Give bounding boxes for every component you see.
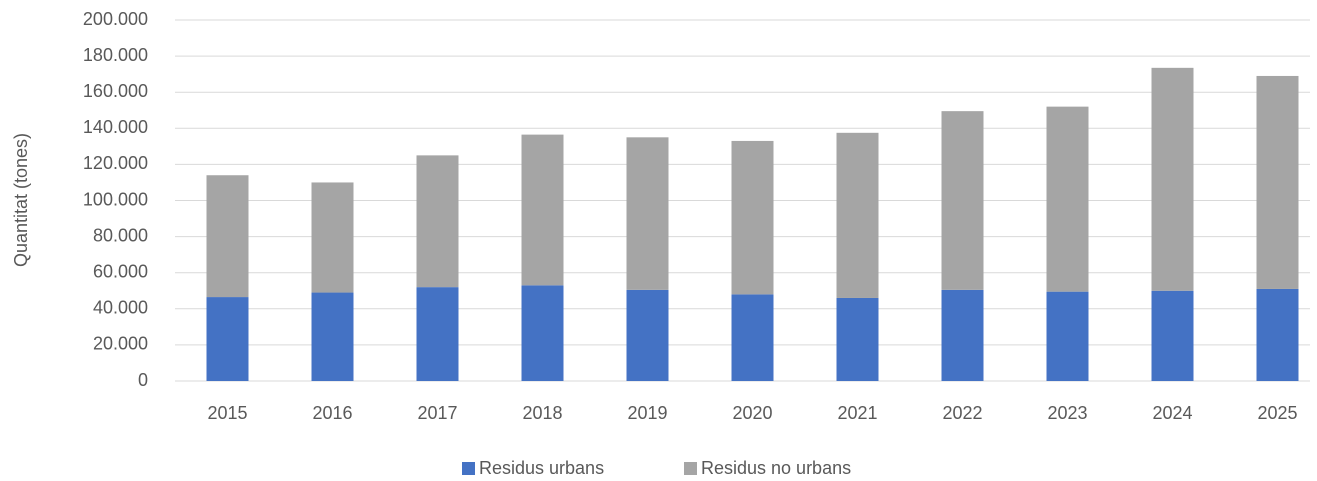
bar-segment (731, 294, 774, 381)
x-tick-label: 2022 (942, 403, 982, 423)
x-tick-label: 2020 (732, 403, 772, 423)
bar-segment (626, 137, 669, 290)
x-tick-label: 2024 (1152, 403, 1192, 423)
bar-segment (416, 155, 459, 288)
x-tick-label: 2021 (837, 403, 877, 423)
x-tick-label: 2017 (417, 403, 457, 423)
x-tick-label: 2025 (1257, 403, 1297, 423)
x-tick-label: 2019 (627, 403, 667, 423)
bar-segment (311, 182, 354, 293)
bar-segment (1256, 75, 1299, 289)
bar-segment (731, 140, 774, 295)
bar-segment (521, 134, 564, 286)
legend-label: Residus no urbans (701, 458, 851, 478)
y-tick-label: 200.000 (83, 9, 148, 29)
bar-segment (626, 289, 669, 381)
bar-segment (1151, 67, 1194, 291)
y-tick-label: 100.000 (83, 189, 148, 209)
bar-segment (311, 292, 354, 381)
bar-segment (416, 287, 459, 381)
y-axis-label: Quantitat (tones) (11, 133, 31, 267)
y-tick-label: 140.000 (83, 117, 148, 137)
y-tick-label: 80.000 (93, 225, 148, 245)
bar-segment (206, 297, 249, 381)
bar-segment (1256, 288, 1299, 381)
legend-swatch (684, 462, 697, 475)
y-tick-label: 160.000 (83, 81, 148, 101)
y-tick-label: 60.000 (93, 261, 148, 281)
y-tick-label: 180.000 (83, 45, 148, 65)
bar-segment (521, 285, 564, 381)
legend-swatch (462, 462, 475, 475)
bar-segment (1151, 290, 1194, 381)
y-tick-label: 120.000 (83, 153, 148, 173)
legend-label: Residus urbans (479, 458, 604, 478)
bar-segment (941, 289, 984, 381)
x-tick-label: 2015 (207, 403, 247, 423)
bar-segment (1046, 291, 1089, 381)
x-tick-label: 2018 (522, 403, 562, 423)
bar-segment (206, 175, 249, 298)
bar-segment (941, 111, 984, 290)
bar-segment (836, 297, 879, 381)
bar-segment (1046, 106, 1089, 292)
y-tick-label: 40.000 (93, 298, 148, 318)
x-tick-label: 2023 (1047, 403, 1087, 423)
bar-segment (836, 132, 879, 298)
y-tick-label: 20.000 (93, 334, 148, 354)
y-tick-label: 0 (138, 370, 148, 390)
x-tick-label: 2016 (312, 403, 352, 423)
